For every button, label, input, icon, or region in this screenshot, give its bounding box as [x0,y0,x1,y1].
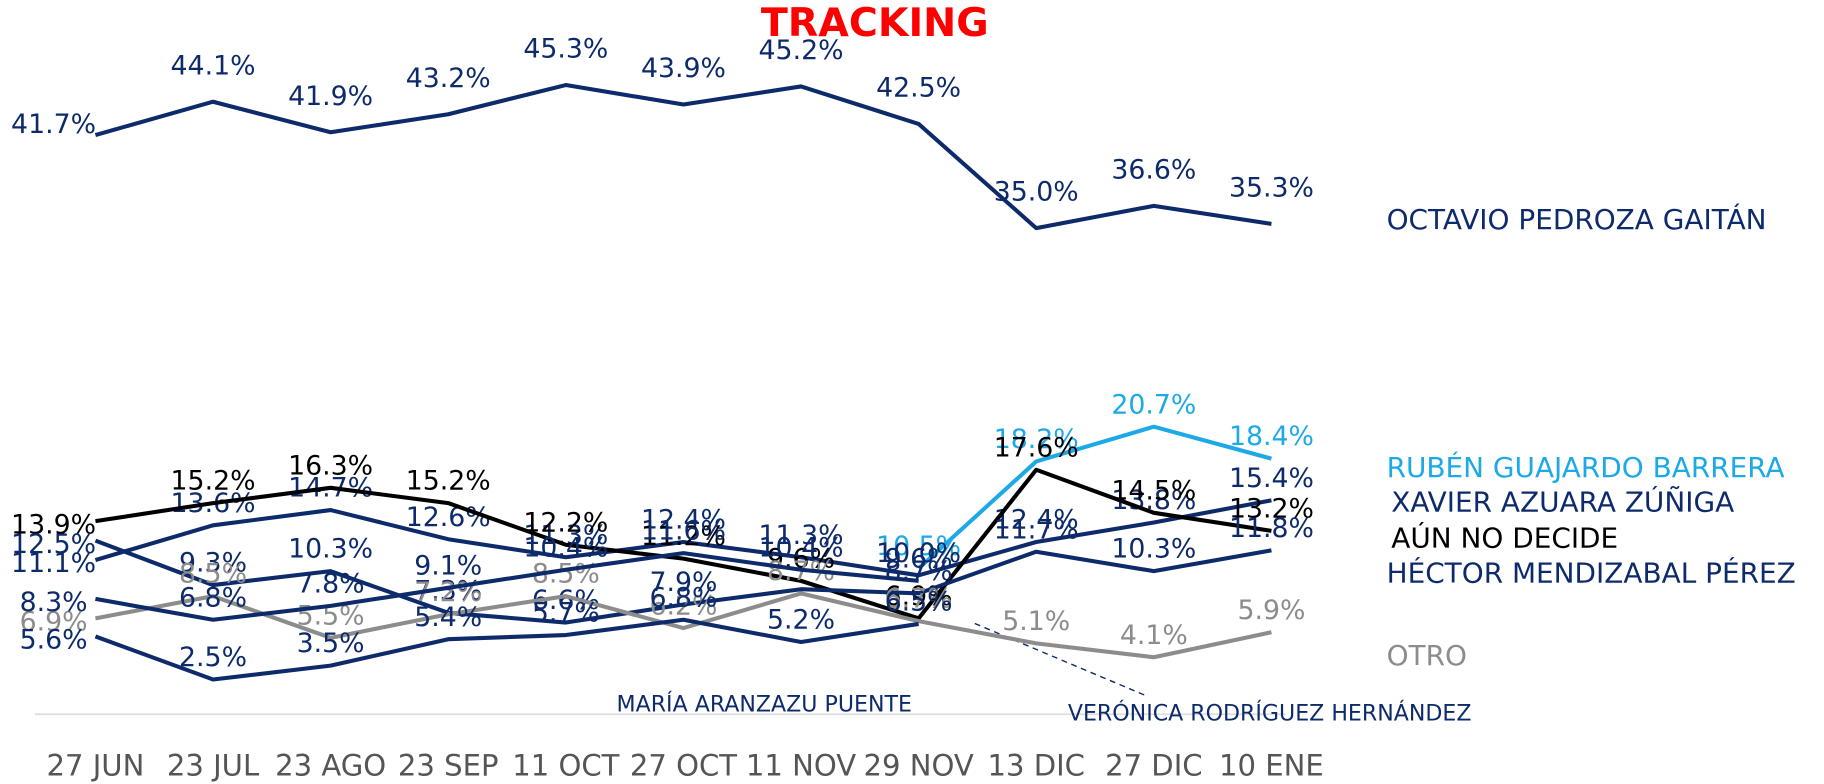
data-label: 18.2% [994,424,1079,455]
data-label: 2.5% [179,642,247,673]
x-tick-label: 27 OCT [630,749,737,783]
data-label: 6.7% [885,584,953,615]
chart-title: TRACKING [761,0,989,46]
series-line [95,591,1272,660]
x-tick-label: 11 NOV [746,749,856,783]
data-label: 10.4% [759,532,844,563]
legend-label: OTRO [1387,639,1467,672]
data-label: 4.1% [1120,620,1188,651]
data-label: 14.5% [1111,475,1196,506]
data-label: 6.8% [179,582,247,613]
data-label: 35.0% [994,177,1079,208]
data-label: 5.2% [767,605,835,636]
data-label: 12.4% [641,505,726,536]
data-label: 11.1% [11,548,96,579]
data-label: 3.5% [297,628,365,659]
data-label: 5.4% [414,602,482,633]
data-label: 6.2% [649,591,717,622]
x-tick-label: 11 OCT [512,749,619,783]
data-label: 13.9% [11,509,96,540]
legend-label: MARÍA ARANZAZU PUENTE [617,689,912,717]
data-label: 13.2% [1229,493,1314,524]
x-tick-label: 23 AGO [275,749,386,783]
data-label: 10.5% [876,531,961,562]
data-label: 10.4% [523,532,608,563]
legend-label: XAVIER AZUARA ZÚÑIGA [1391,485,1734,519]
series-line [94,83,1272,231]
data-label: 6.9% [20,607,88,638]
data-label: 15.2% [406,466,491,497]
data-label: 44.1% [171,50,256,81]
data-label: 6.5% [885,586,953,617]
data-label: 6.8% [649,582,717,613]
data-label: 41.7% [11,109,96,140]
data-label: 15.2% [171,466,256,497]
x-tick-label: 23 SEP [398,749,499,783]
data-label: 12.5% [11,529,96,560]
data-label: 15.4% [1229,463,1314,494]
series-line [94,617,919,682]
data-label: 11.8% [1229,513,1314,544]
data-label: 11.3% [759,520,844,551]
data-label: 8.5% [179,559,247,590]
data-label: 42.5% [876,73,961,104]
x-tick-label: 27 JUN [47,749,145,783]
data-label: 20.7% [1111,389,1196,420]
data-label: 5.6% [20,625,88,656]
legend-label: OCTAVIO PEDROZA GAITÁN [1387,202,1767,236]
x-tick-label: 10 ENE [1219,749,1324,783]
data-label: 9.3% [179,548,247,579]
x-tick-label: 27 DIC [1105,749,1203,783]
data-label: 43.9% [641,53,726,84]
data-label: 10.0% [876,538,961,569]
data-label: 35.3% [1229,173,1314,204]
data-label: 45.3% [523,34,608,65]
data-label: 7.8% [297,568,365,599]
series-line [94,538,1272,625]
legend-label: HÉCTOR MENDIZABAL PÉREZ [1387,556,1796,590]
data-label: 10.3% [288,534,373,565]
data-label: 17.6% [994,432,1079,463]
data-label: 11.7% [994,514,1079,545]
x-tick-label: 13 DIC [987,749,1085,783]
data-label: 9.1% [414,550,482,581]
data-label: 11.2% [641,521,726,552]
series-line [95,551,919,622]
data-label: 8.7% [885,556,953,587]
data-label: 18.4% [1229,421,1314,452]
legend-label: RUBÉN GUAJARDO BARRERA [1387,450,1785,484]
data-label: 36.6% [1111,154,1196,185]
series-line [95,467,1272,621]
x-tick-label: 29 NOV [863,749,973,783]
data-label: 5.7% [532,598,600,629]
data-label: 11.6% [641,516,726,547]
x-tick-label: 23 JUL [167,749,260,783]
series-line [94,498,1272,578]
series-line [917,424,1272,570]
data-label: 12.4% [994,505,1079,536]
data-label: 9.6% [885,543,953,574]
data-label: 12.6% [406,502,491,533]
data-label: 5.9% [1237,595,1305,626]
data-label: 7.9% [649,567,717,598]
legend-label: VERÓNICA RODRÍGUEZ HERNÁNDEZ [1068,699,1472,727]
data-label: 10.3% [1111,534,1196,565]
legend-label: AÚN NO DECIDE [1391,521,1618,555]
data-label: 8.3% [20,587,88,618]
data-label: 43.2% [406,63,491,94]
data-label: 41.9% [288,81,373,112]
data-label: 45.2% [759,35,844,66]
data-label: 12.2% [523,507,608,538]
data-label: 16.3% [288,450,373,481]
data-label: 5.1% [1002,606,1070,637]
